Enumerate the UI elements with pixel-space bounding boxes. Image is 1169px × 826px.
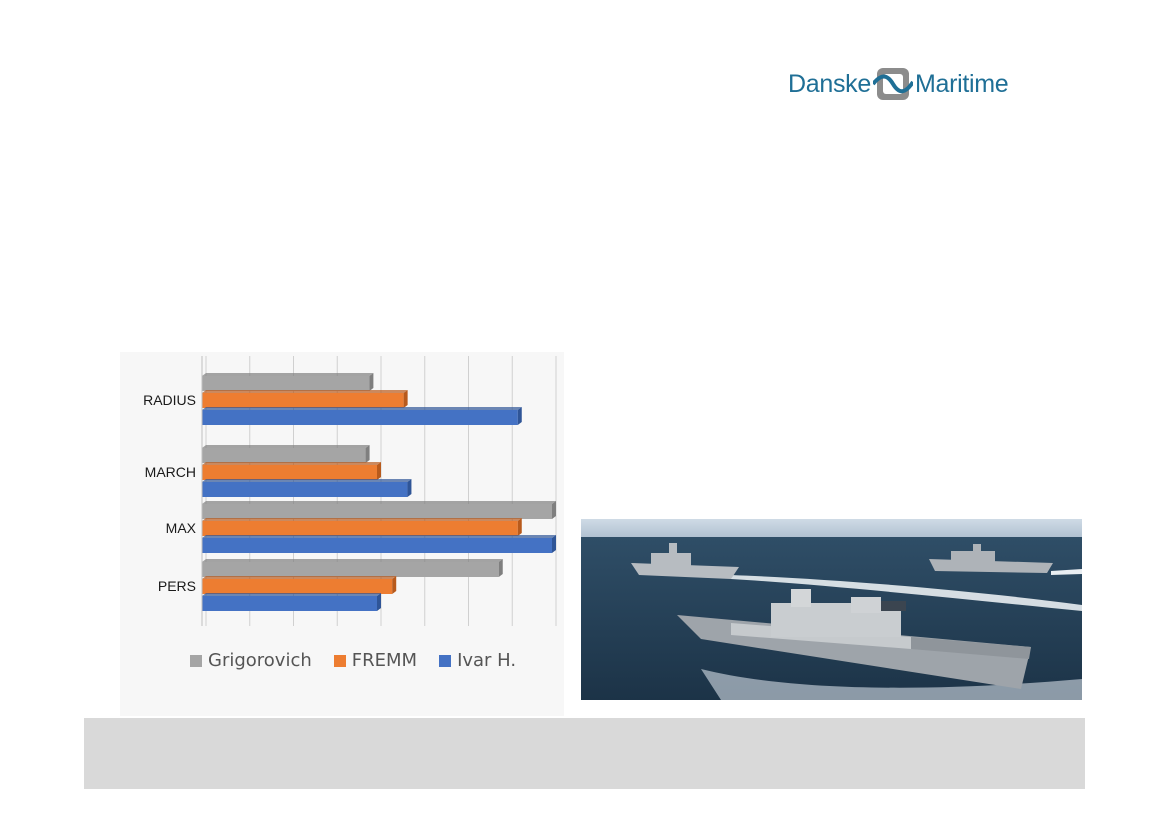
ships-photo-image [581, 519, 1082, 700]
legend-label-grigorovich: Grigorovich [208, 650, 312, 671]
bar-radius-grigorovich [202, 376, 370, 391]
bar-side-max-0 [552, 501, 556, 519]
bar-max-grigorovich [202, 504, 552, 519]
bar-side-pers-0 [498, 559, 503, 577]
legend-swatch-ivar [439, 654, 452, 667]
legend-item-grigorovich: Grigorovich [190, 650, 312, 671]
bar-side-pers-2 [377, 593, 381, 611]
comparison-bar-chart: RADIUS MARCH MAX PERS Grigorovich FREMM Iva… [120, 352, 564, 716]
bar-side-radius-0 [369, 373, 374, 391]
chart-svg [201, 356, 557, 626]
bar-radius-ivarh [202, 410, 518, 425]
bar-march-grigorovich [202, 448, 366, 463]
footer-bar [84, 718, 1085, 789]
danske-maritime-logo: Danske Maritime [788, 64, 1009, 104]
bar-pers-ivarh [202, 596, 377, 611]
chart-legend: Grigorovich FREMM Ivar H. [190, 650, 516, 671]
category-label-max: MAX [165, 519, 196, 536]
bar-top-max-0 [202, 501, 556, 504]
bar-side-pers-1 [392, 576, 397, 594]
category-label-march: MARCH [144, 463, 196, 480]
category-label-pers: PERS [157, 577, 196, 594]
bar-side-max-1 [517, 518, 522, 536]
bar-side-march-0 [365, 445, 370, 463]
bar-top-radius-1 [202, 390, 408, 393]
bar-top-pers-1 [202, 576, 397, 579]
bar-top-march-2 [202, 479, 412, 482]
bar-side-max-2 [552, 535, 556, 553]
bar-top-max-1 [202, 518, 522, 521]
bar-top-max-2 [202, 535, 556, 538]
bar-pers-fremm [202, 579, 393, 594]
bar-side-radius-2 [517, 407, 522, 425]
legend-item-fremm: FREMM [333, 650, 418, 671]
category-label-radius: RADIUS [143, 391, 196, 408]
bar-march-fremm [202, 465, 377, 480]
legend-label-ivar: Ivar H. [457, 650, 517, 671]
bar-march-ivarh [202, 482, 408, 497]
legend-swatch-fremm [333, 654, 346, 667]
bar-top-pers-0 [202, 559, 503, 562]
bar-side-march-2 [407, 479, 412, 497]
bar-top-radius-2 [202, 407, 522, 410]
bar-pers-grigorovich [202, 562, 499, 577]
ships-photo [581, 519, 1082, 700]
bar-top-march-1 [202, 462, 381, 465]
legend-swatch-grigorovich [190, 654, 202, 667]
logo-right-text: Maritime [914, 69, 1009, 98]
bar-top-pers-2 [202, 593, 381, 596]
bar-max-ivarh [202, 538, 552, 553]
legend-label-fremm: FREMM [351, 650, 418, 671]
logo-mark-icon [872, 68, 913, 100]
bar-max-fremm [202, 521, 518, 536]
logo-left-text: Danske [788, 69, 871, 98]
bar-top-radius-0 [202, 373, 374, 376]
bar-radius-fremm [202, 393, 404, 408]
bar-side-radius-1 [403, 390, 408, 408]
bar-top-march-0 [202, 445, 370, 448]
bar-side-march-1 [377, 462, 381, 480]
legend-item-ivar: Ivar H. [439, 650, 516, 671]
